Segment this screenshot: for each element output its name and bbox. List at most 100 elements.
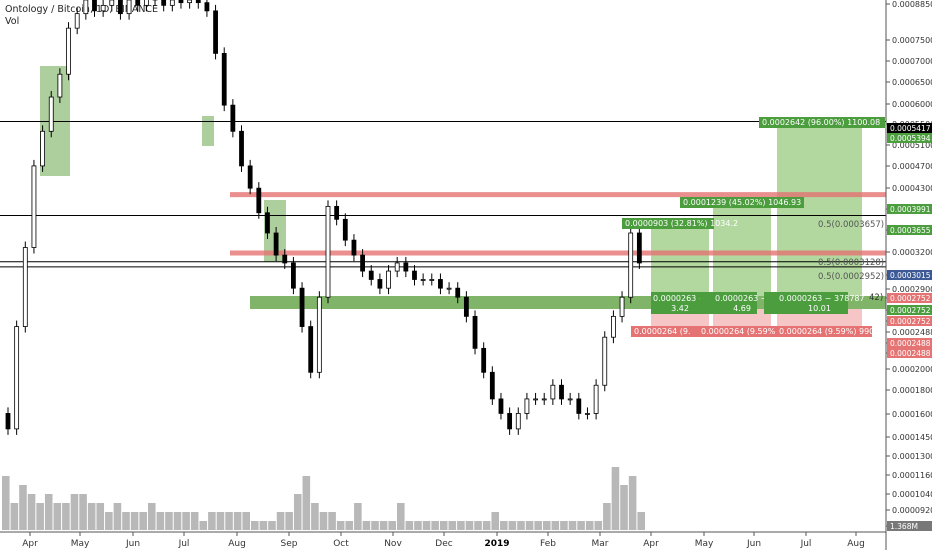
candle-body	[446, 287, 452, 290]
price-label-text: 0.0005394	[890, 134, 931, 143]
candle-body	[567, 398, 573, 401]
candle-body	[636, 232, 642, 264]
volume-bar	[311, 503, 319, 530]
price-label-box	[887, 348, 932, 358]
candle-body	[118, 0, 123, 15]
profit-label: 0.0001239 (45.02%) 1046.93	[683, 198, 801, 207]
volume-bar	[173, 512, 182, 530]
candle-body	[559, 384, 564, 400]
candle-body	[619, 296, 625, 317]
candle-body	[178, 0, 184, 4]
candle-body	[515, 413, 521, 430]
y-tick-label: 0.0001800	[892, 386, 932, 395]
candle-body	[195, 0, 201, 4]
loss-label-box	[631, 326, 698, 337]
price-label-box	[887, 338, 932, 348]
candle-body	[429, 279, 435, 281]
y-tick-label: 0.0004700	[892, 162, 932, 171]
candle-body	[368, 270, 374, 280]
volume-bar	[130, 512, 139, 530]
volume-bar	[336, 521, 345, 530]
drawing-labels: 0.5(0.0003657) 0.5(0.0003128) 0.5(0.000295…	[622, 117, 885, 337]
volume-bar	[388, 521, 396, 530]
candle-body	[463, 296, 469, 317]
loss-label: 0.0000264 (9.59%	[701, 327, 776, 336]
y-tick-label: 0.0001450	[892, 433, 932, 442]
candle-body	[14, 326, 20, 430]
volume-bar	[414, 521, 422, 530]
x-tick-label: Jul	[178, 539, 190, 549]
volume-bar	[285, 512, 293, 530]
price-label-box	[887, 316, 932, 326]
volume-label: Vol	[5, 16, 20, 27]
profit-label-box	[680, 197, 804, 208]
volume-bar	[302, 476, 311, 530]
y-tick-label: 0.0001040	[892, 490, 932, 499]
y-tick-label: 0.0001300	[892, 452, 932, 461]
candle-body	[126, 0, 132, 15]
candle-body	[308, 326, 314, 373]
volume-bar	[36, 503, 44, 530]
entry-qty-label: 3.42	[671, 304, 689, 313]
volume-bar	[27, 494, 36, 530]
loss-label: 0.0000264 (9.59%) 990	[779, 327, 874, 336]
volume-bar	[147, 503, 156, 530]
price-label-box	[887, 225, 932, 235]
candle-body	[204, 2, 210, 12]
volume-bar	[233, 512, 242, 530]
price-label-text: 0.0005417	[890, 124, 931, 133]
volume-bar	[2, 476, 10, 530]
x-tick-label: May	[71, 539, 90, 549]
x-tick-label: Mar	[592, 539, 609, 549]
volume-bar	[190, 512, 199, 530]
candlesticks	[5, 0, 642, 435]
fib-annotation: 0.5(0.0003657)	[818, 220, 884, 230]
volume-bar	[345, 521, 354, 530]
candle-body	[342, 218, 348, 241]
volume-bar	[242, 512, 251, 530]
volume-bar	[87, 503, 96, 530]
volume-bar	[79, 494, 87, 530]
candle-body	[187, 0, 193, 4]
candle-body	[57, 73, 63, 98]
volume-bar	[551, 521, 560, 530]
volume-bar	[534, 521, 542, 530]
candle-body	[412, 270, 417, 280]
volume-bar	[594, 521, 603, 530]
candle-body	[524, 398, 530, 414]
volume-bar	[379, 521, 388, 530]
candle-body	[325, 205, 331, 298]
price-label-box	[887, 204, 932, 214]
chart-legend: Ontology / Bitcoin, 1D, BINANCE Vol	[5, 4, 158, 28]
volume-bar	[560, 521, 568, 530]
volume-bar	[268, 521, 276, 530]
y-tick-label: 0.0004300	[892, 184, 932, 193]
price-label-text: 0.0002752	[890, 294, 931, 303]
entry-label: 0.0000263 ~ 378787	[779, 294, 865, 303]
volume-bar	[354, 503, 362, 530]
edge-annotation: 42)	[869, 293, 883, 303]
candle-body	[291, 262, 296, 289]
candle-body	[256, 187, 262, 214]
x-tick-label: May	[695, 539, 714, 549]
volume-bar	[431, 521, 439, 530]
volume-bar	[156, 512, 165, 530]
price-label-text: 0.0002488	[890, 349, 931, 358]
candle-body	[230, 104, 236, 132]
y-tick-label: 0.0005100	[892, 141, 932, 150]
y-tick-label: 0.0001160	[892, 471, 932, 480]
y-tick-label: 0.0002488	[892, 328, 932, 337]
volume-bar	[70, 494, 79, 530]
x-tick-label: Feb	[540, 539, 556, 549]
volume-bar	[500, 521, 508, 530]
x-tick-label: Aug	[847, 539, 865, 549]
time-axis: Apr May Jun Jul Aug Sep Oct Nov Dec 2019 Feb Mar Apr…	[0, 531, 886, 549]
candle-body	[420, 279, 426, 281]
candle-body	[455, 287, 461, 298]
price-label-text: 0.0003655	[890, 226, 931, 235]
entry-label-box	[651, 292, 708, 314]
candle-body	[394, 262, 400, 272]
candle-body	[576, 398, 582, 414]
volume-bar	[96, 503, 105, 530]
